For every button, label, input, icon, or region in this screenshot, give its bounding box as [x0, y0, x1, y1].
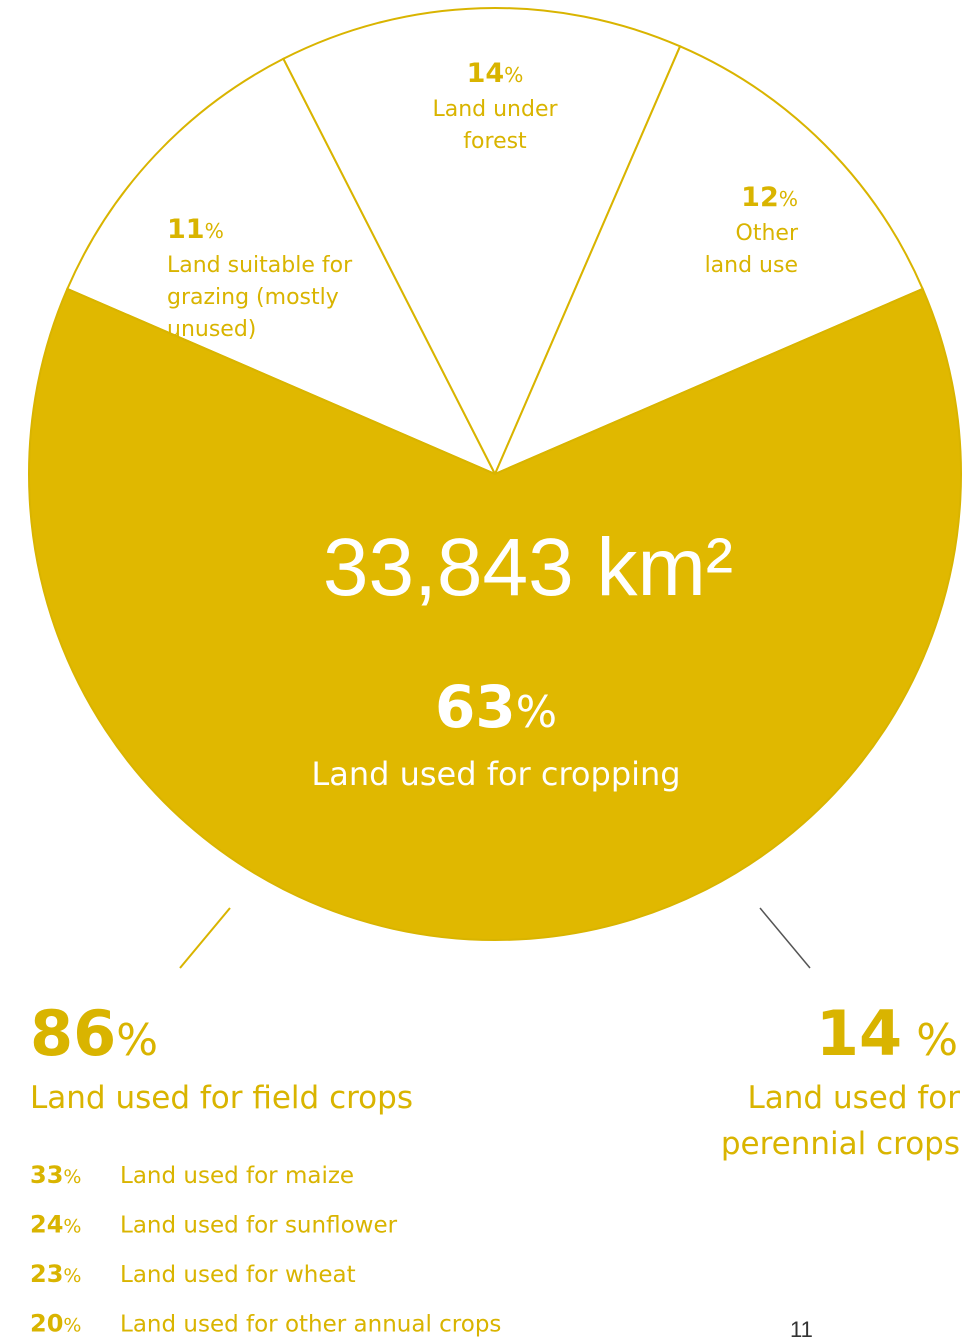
page-number: 11: [790, 1317, 813, 1337]
slice-value: 11%: [167, 214, 224, 245]
item-label: Land used for maize: [120, 1163, 354, 1189]
pie-slice: [493, 45, 924, 476]
pie: [28, 7, 962, 941]
item-value: 20%: [30, 1310, 81, 1337]
connector: [759, 907, 811, 969]
slice-label: Other land use: [705, 221, 799, 278]
breakdown-label: Land used for field crops: [30, 1080, 413, 1116]
item-value: 24%: [30, 1211, 81, 1239]
slice-value: 14%: [467, 58, 524, 89]
slice-label: Land under forest: [432, 97, 558, 154]
slice-value: 12%: [741, 182, 798, 213]
breakdown-label: Land used for perennial crops: [721, 1080, 960, 1162]
item-value: 33%: [30, 1161, 81, 1189]
slice-label: Land used for cropping: [311, 755, 680, 793]
item-label: Land used for wheat: [120, 1262, 356, 1288]
connector: [179, 907, 231, 969]
pie-slice: [28, 287, 962, 941]
slice-label: Land suitable for grazing (mostly unused): [167, 253, 353, 342]
breakdown-value: 14 %: [816, 997, 958, 1070]
pie-slice: [282, 7, 682, 477]
breakdown-value: 86%: [30, 997, 158, 1070]
total-label: 33,843 km²: [323, 522, 733, 613]
item-label: Land used for sunflower: [120, 1213, 398, 1239]
item-label: Land used for other annual crops: [120, 1312, 501, 1337]
labels: 11% Land suitable for grazing (mostly unuse…: [30, 58, 960, 1337]
pie-slice: [66, 57, 498, 477]
item-value: 23%: [30, 1260, 81, 1288]
